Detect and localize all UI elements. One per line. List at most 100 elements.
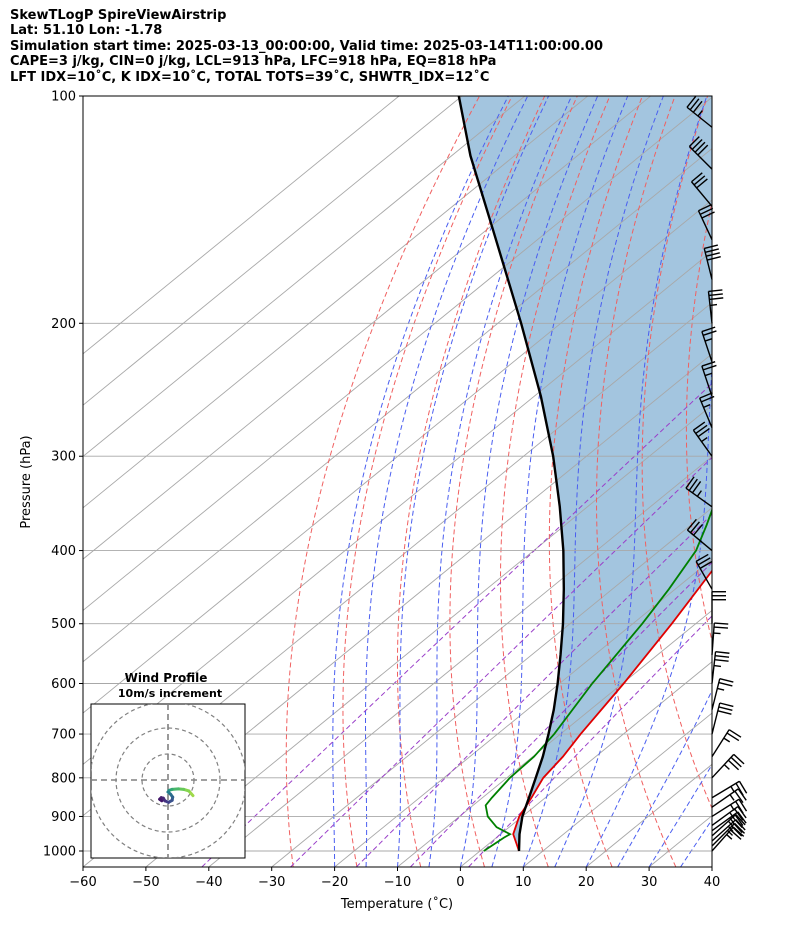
dry-adiabat-line: [285, 96, 480, 867]
mixing-ratio-line: [201, 382, 712, 867]
wind-barb-half-flag: [727, 820, 734, 827]
wind-barb-half-flag: [727, 825, 734, 832]
wind-barb: [701, 326, 717, 363]
wind-barb-flag: [691, 138, 703, 150]
wind-barb-shaft: [688, 146, 713, 170]
wind-barb-flag: [701, 211, 715, 219]
wind-barb-flag: [686, 95, 697, 108]
wind-barbs: [685, 95, 748, 852]
y-tick-label: 400: [51, 544, 76, 559]
isotherm-line: [83, 96, 463, 406]
wind-barb-flag: [692, 100, 703, 113]
wind-barb-shaft: [697, 210, 713, 240]
wind-barb-flag: [701, 326, 716, 333]
y-tick-label: 300: [51, 450, 76, 465]
wind-barb: [686, 518, 713, 552]
wind-barb: [711, 822, 746, 847]
wind-barb-flag: [715, 651, 730, 654]
wind-barb-flag: [688, 136, 700, 148]
parcel-line: [457, 96, 566, 852]
hodograph-segment: [158, 797, 164, 803]
dry-adiabat-line: [771, 96, 794, 867]
y-tick-label: 600: [51, 677, 76, 692]
moist-adiabat-line: [522, 96, 664, 867]
wind-barb-flag: [688, 478, 698, 491]
dry-adiabat-line: [641, 96, 712, 810]
wind-barb-half-flag: [729, 817, 735, 824]
moist-adiabat-lines: [332, 96, 712, 867]
wind-barb-flag: [708, 289, 723, 293]
wind-barb-flag: [735, 782, 744, 796]
x-tick-label: 0: [456, 875, 464, 890]
x-tick-label: −40: [195, 875, 222, 890]
wind-barb-half-flag: [729, 812, 735, 819]
wind-barb: [697, 204, 715, 240]
wind-barb-flag: [738, 798, 748, 812]
wind-barb-flag: [727, 759, 740, 771]
dewpoint-line: [483, 507, 712, 852]
wind-barb-shaft: [695, 561, 713, 590]
wind-barb: [711, 729, 742, 758]
wind-barb: [688, 136, 713, 170]
isotherm-line: [711, 866, 712, 867]
wind-barb-shaft: [692, 429, 713, 457]
wind-barb-half-flag: [723, 737, 731, 743]
y-tick-label: 200: [51, 317, 76, 332]
wind-barb: [711, 753, 745, 779]
wind-barb-half-flag: [704, 338, 712, 342]
wind-barb: [711, 651, 730, 684]
wind-barb-flag: [691, 481, 702, 494]
wind-barb-shaft: [707, 291, 713, 324]
x-tick-label: −10: [384, 875, 411, 890]
wind-barb-shaft: [701, 331, 713, 363]
wind-barb-flag: [695, 553, 709, 563]
wind-barb-shaft: [711, 811, 739, 832]
wind-barb-half-flag: [729, 794, 735, 801]
wind-barb-shaft: [701, 365, 713, 397]
wind-barb-half-flag: [713, 664, 722, 668]
wind-barb-shaft: [686, 106, 713, 128]
isotherm-line: [397, 609, 712, 867]
wind-barb: [703, 244, 721, 280]
wind-barb-shaft: [699, 397, 713, 428]
wind-barb-half-flag: [697, 110, 703, 117]
wind-barb-flag: [708, 293, 723, 297]
wind-barb-flag: [697, 427, 710, 438]
wind-barb-flag: [715, 654, 730, 658]
wind-barb-shaft: [711, 623, 715, 656]
wind-barb: [695, 553, 713, 590]
wind-barb: [711, 780, 748, 799]
wind-barb-flag: [735, 801, 744, 814]
index-line: LFT IDX=10˚C, K IDX=10˚C, TOTAL TOTS=39˚…: [10, 69, 490, 85]
wind-barb-flag: [734, 808, 744, 821]
isotherm-line: [83, 96, 712, 612]
wind-barb-flag: [699, 207, 714, 215]
wind-barb-flag: [728, 729, 742, 738]
wind-barb-flag: [731, 825, 743, 837]
x-tick-label: −50: [132, 875, 159, 890]
mixing-ratio-line: [355, 513, 712, 867]
wind-barb-flag: [701, 360, 716, 367]
isotherm-line: [83, 199, 712, 714]
wind-barb-flag: [704, 244, 718, 250]
y-tick-label: 500: [51, 617, 76, 632]
wind-barb-flag: [702, 364, 717, 371]
x-tick-label: 20: [578, 875, 595, 890]
mixing-ratio-line: [410, 561, 712, 867]
y-tick-label: 1000: [43, 845, 76, 860]
wind-barb-flag: [697, 557, 711, 566]
wind-barb-shaft: [711, 780, 740, 799]
cape-area: [458, 96, 712, 851]
wind-barb-shaft: [711, 678, 721, 710]
dry-adiabat-lines: [285, 96, 794, 867]
isotherm-line: [460, 661, 712, 867]
hodograph-subtitle: 10m/s increment: [118, 687, 222, 700]
x-tick-label: 30: [641, 875, 658, 890]
wind-barb-flag: [734, 822, 746, 834]
wind-barb-half-flag: [703, 404, 711, 409]
wind-barb: [685, 476, 713, 508]
wind-barb-shaft: [686, 529, 713, 552]
wind-barb-flag: [734, 790, 744, 804]
wind-barb-half-flag: [726, 834, 733, 840]
moist-adiabat-line: [332, 96, 509, 867]
